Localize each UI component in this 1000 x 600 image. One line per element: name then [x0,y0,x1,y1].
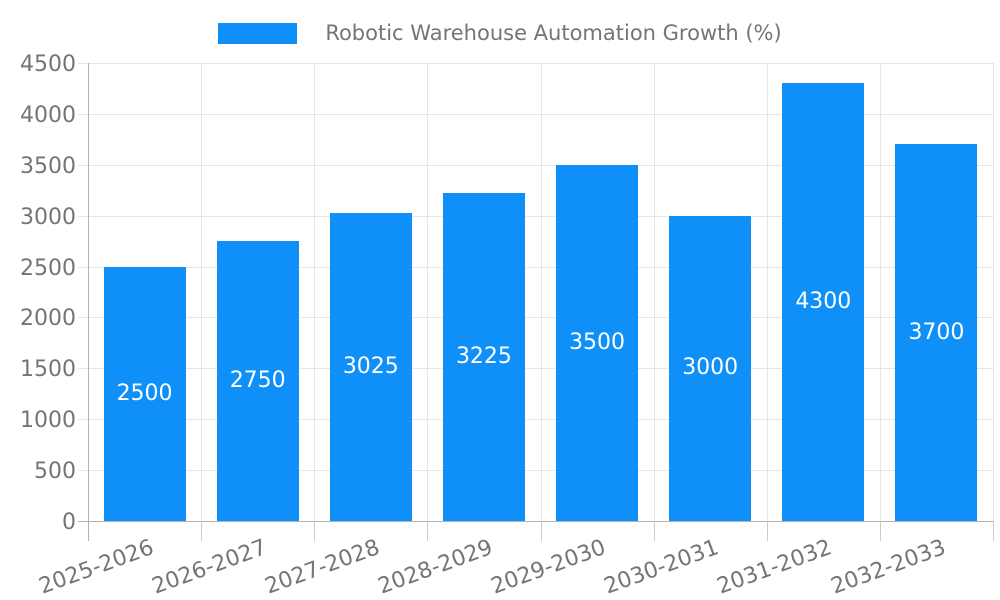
bar-value-label: 3225 [455,343,512,369]
bar-value-label: 3700 [908,319,965,345]
y-tick-label: 1500 [20,357,76,383]
bar-value-label: 4300 [795,289,852,315]
y-gridline [78,368,993,370]
chart-legend: Robotic Warehouse Automation Growth (%) [0,20,1000,46]
y-tick-label: 1000 [20,408,76,434]
bar-value-label: 3025 [342,354,399,380]
bar [442,192,525,521]
x-tick-mark [314,521,316,541]
bar-value-label: 2500 [116,380,173,406]
y-gridline [78,164,993,166]
x-gridline [766,63,768,521]
y-gridline [78,521,993,522]
x-tick-mark [540,521,542,541]
bar [329,213,412,521]
y-tick-label: 4000 [20,102,76,128]
x-tick-mark [653,521,655,541]
y-tick-label: 3000 [20,204,76,230]
y-tick-label: 3500 [20,153,76,179]
y-tick-label: 2500 [20,255,76,281]
x-tick-mark [427,521,429,541]
bar [895,144,978,521]
bar-value-label: 2750 [229,368,286,394]
x-tick-label: 2025-2026 [35,535,157,600]
y-gridline [78,266,993,268]
x-tick-label: 2027-2028 [261,535,384,600]
y-gridline [78,470,993,472]
y-axis-line [88,63,89,541]
x-tick-mark [201,521,203,541]
x-tick-label: 2026-2027 [148,535,270,600]
x-tick-mark [766,521,768,541]
y-gridline [78,63,993,64]
y-gridline [78,215,993,217]
x-gridline [201,63,203,521]
x-tick-mark [993,521,994,541]
x-tick-label: 2028-2029 [374,535,497,600]
bar-value-label: 3000 [682,355,739,381]
bar [216,241,299,521]
bar [556,164,639,521]
x-tick-label: 2032-2033 [827,535,949,600]
y-tick-label: 4500 [20,52,76,77]
y-gridline [78,317,993,319]
y-gridline [78,419,993,421]
x-tick-mark [879,521,881,541]
x-gridline [653,63,655,521]
x-gridline [993,63,994,521]
x-tick-label: 2031-2032 [714,535,836,600]
x-gridline [427,63,429,521]
legend-swatch [218,22,298,44]
bar [669,215,752,521]
x-tick-label: 2030-2031 [601,535,723,600]
bar-value-label: 3500 [569,329,626,355]
y-tick-label: 2000 [20,306,76,332]
legend-label: Robotic Warehouse Automation Growth (%) [325,21,782,45]
y-gridline [78,113,993,115]
bar [782,83,865,521]
x-gridline [314,63,316,521]
x-gridline [540,63,542,521]
x-gridline [879,63,881,521]
y-tick-label: 0 [62,510,76,535]
bar [103,266,186,521]
y-tick-label: 500 [34,459,76,485]
x-tick-label: 2029-2030 [488,535,610,600]
